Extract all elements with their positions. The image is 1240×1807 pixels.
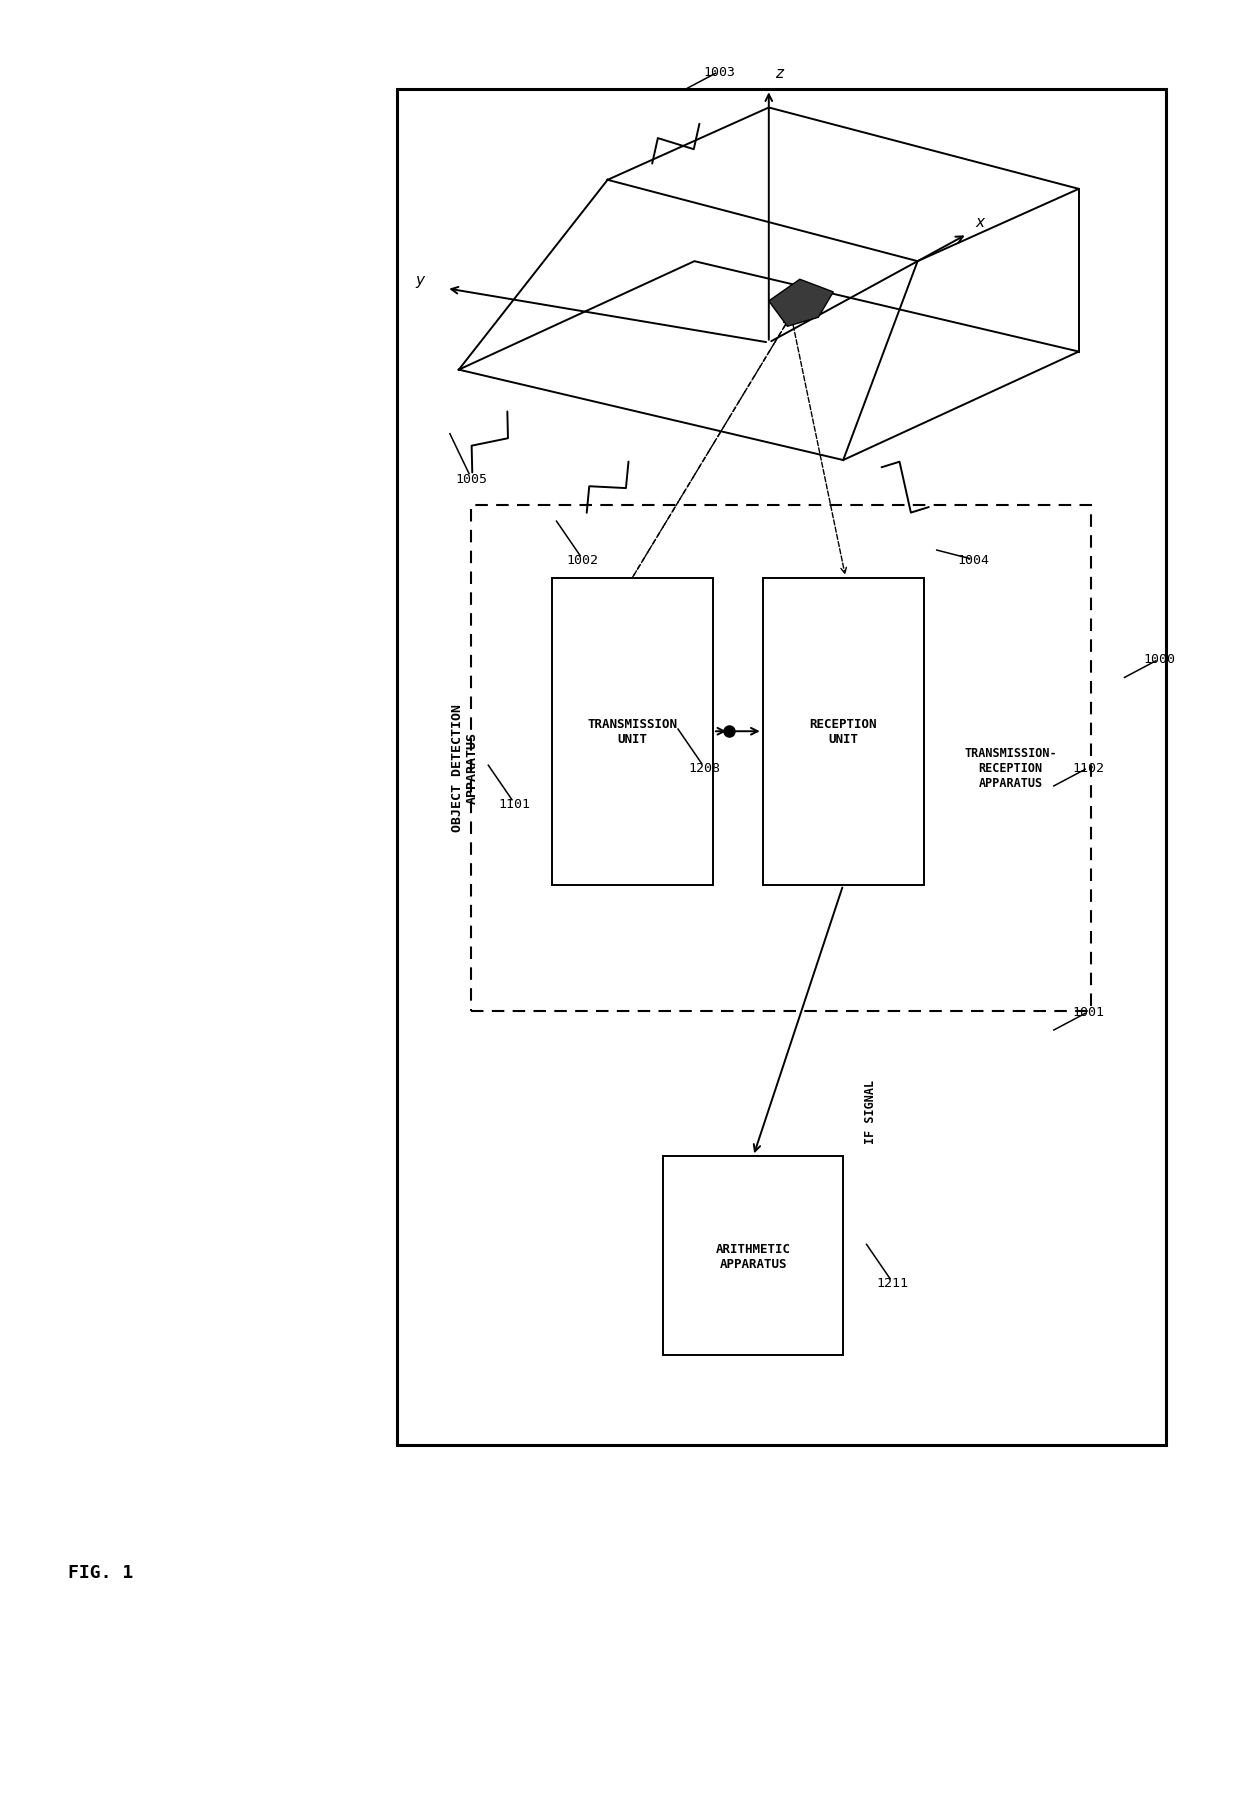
Text: TRANSMISSION-
RECEPTION
APPARATUS: TRANSMISSION- RECEPTION APPARATUS xyxy=(965,746,1056,790)
Text: 1002: 1002 xyxy=(567,553,599,567)
Text: FIG. 1: FIG. 1 xyxy=(68,1563,134,1581)
Text: ARITHMETIC
APPARATUS: ARITHMETIC APPARATUS xyxy=(715,1241,791,1270)
Text: 1004: 1004 xyxy=(957,553,990,567)
Bar xyxy=(763,578,924,885)
Text: 1101: 1101 xyxy=(498,797,531,811)
Text: 1003: 1003 xyxy=(703,65,735,80)
Text: x: x xyxy=(976,215,985,229)
Text: 1102: 1102 xyxy=(1073,761,1105,775)
Text: TRANSMISSION
UNIT: TRANSMISSION UNIT xyxy=(588,717,677,746)
Text: 1000: 1000 xyxy=(1143,652,1176,667)
Text: 1005: 1005 xyxy=(455,472,487,486)
Bar xyxy=(663,1156,843,1355)
Text: 1211: 1211 xyxy=(877,1276,909,1290)
Text: z: z xyxy=(775,67,782,81)
Bar xyxy=(471,506,1091,1012)
Bar xyxy=(552,578,713,885)
Text: OBJECT DETECTION
APPARATUS: OBJECT DETECTION APPARATUS xyxy=(451,705,479,831)
Text: 1001: 1001 xyxy=(1073,1005,1105,1019)
Text: RECEPTION
UNIT: RECEPTION UNIT xyxy=(810,717,877,746)
Text: 1208: 1208 xyxy=(688,761,720,775)
Text: IF SIGNAL: IF SIGNAL xyxy=(864,1079,877,1144)
Bar xyxy=(397,90,1166,1446)
Text: y: y xyxy=(415,273,424,287)
Polygon shape xyxy=(769,280,833,327)
